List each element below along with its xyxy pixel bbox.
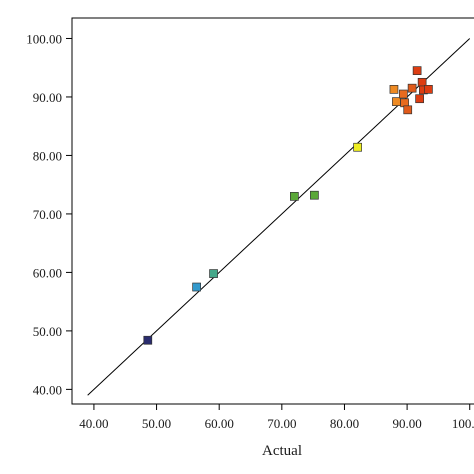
x-tick-label: 50.00 bbox=[142, 416, 171, 431]
y-tick-label: 60.00 bbox=[33, 265, 62, 280]
y-tick-label: 90.00 bbox=[33, 90, 62, 105]
y-tick-label: 70.00 bbox=[33, 207, 62, 222]
x-axis-title: Actual bbox=[262, 443, 302, 459]
y-tick-label: 100.00 bbox=[26, 31, 62, 46]
y-tick-label: 80.00 bbox=[33, 148, 62, 163]
data-point bbox=[209, 269, 218, 278]
y-axis: 40.00 50.00 60.00 70.00 80.00 90.00 100.00 bbox=[26, 31, 72, 397]
y-tick-label: 40.00 bbox=[33, 382, 62, 397]
data-point bbox=[392, 97, 401, 106]
x-tick-label: 100.00 bbox=[452, 416, 474, 431]
x-tick-label: 60.00 bbox=[205, 416, 234, 431]
data-point bbox=[353, 142, 362, 152]
data-point bbox=[407, 83, 417, 93]
data-point bbox=[403, 105, 413, 115]
x-tick-label: 40.00 bbox=[79, 416, 108, 431]
data-point bbox=[389, 85, 399, 94]
x-tick-label: 70.00 bbox=[267, 416, 296, 431]
plot-frame bbox=[71, 17, 474, 405]
data-point bbox=[143, 335, 153, 345]
data-point bbox=[415, 94, 424, 104]
data-point bbox=[424, 85, 433, 94]
x-tick-label: 80.00 bbox=[330, 416, 359, 431]
data-point bbox=[398, 89, 408, 99]
data-point bbox=[412, 66, 422, 75]
y-tick-label: 50.00 bbox=[33, 324, 62, 339]
x-axis: 40.00 50.00 60.00 70.00 80.00 90.00 100.00 bbox=[79, 404, 474, 431]
data-points bbox=[143, 66, 433, 345]
data-point bbox=[192, 282, 201, 292]
data-point bbox=[290, 192, 299, 201]
data-point bbox=[310, 190, 319, 200]
x-tick-label: 90.00 bbox=[392, 416, 421, 431]
